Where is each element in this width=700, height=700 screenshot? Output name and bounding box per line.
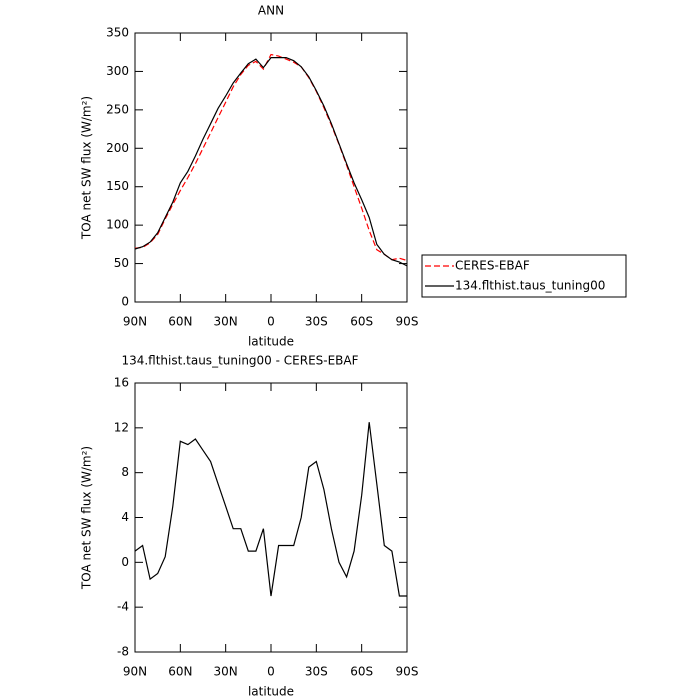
- y-tick-label: -8: [117, 645, 129, 659]
- y-tick-label: 150: [106, 179, 129, 193]
- y-tick-label: 16: [114, 376, 129, 390]
- series-line: [134, 53, 408, 262]
- chart-title: ANN: [258, 4, 284, 18]
- x-tick-label: 30S: [305, 665, 328, 679]
- y-tick-label: 50: [114, 256, 129, 270]
- legend-box: [421, 254, 627, 298]
- x-tick-label: 90S: [396, 315, 419, 329]
- x-tick-label: 30S: [305, 315, 328, 329]
- x-tick-label: 30N: [214, 665, 238, 679]
- x-axis-label: latitude: [248, 685, 294, 699]
- series-line: [134, 57, 408, 267]
- x-tick-label: 90S: [396, 665, 419, 679]
- x-tick-label: 0: [267, 665, 275, 679]
- y-tick-label: 8: [121, 465, 129, 479]
- plot-frame: [134, 32, 408, 303]
- chart-title: 134.flthist.taus_tuning00 - CERES-EBAF: [121, 354, 358, 368]
- legend-label: CERES-EBAF: [455, 259, 530, 273]
- x-axis-label: latitude: [248, 335, 294, 349]
- y-tick-label: 350: [106, 26, 129, 40]
- series-line: [134, 422, 407, 597]
- y-axis-label: TOA net SW flux (W/m²): [80, 96, 94, 240]
- x-tick-label: 90N: [123, 315, 147, 329]
- x-tick-label: 60S: [350, 315, 373, 329]
- y-tick-label: 250: [106, 102, 129, 116]
- plot-frame: [134, 382, 408, 653]
- y-tick-label: 0: [121, 555, 129, 569]
- legend-label: 134.flthist.taus_tuning00: [455, 279, 605, 293]
- x-tick-label: 60N: [168, 315, 192, 329]
- y-axis-label: TOA net SW flux (W/m²): [80, 446, 94, 590]
- y-tick-label: 100: [106, 218, 129, 232]
- x-tick-label: 60S: [350, 665, 373, 679]
- y-tick-label: 0: [121, 295, 129, 309]
- y-tick-label: 12: [114, 420, 129, 434]
- y-tick-label: 300: [106, 64, 129, 78]
- x-tick-label: 30N: [214, 315, 238, 329]
- y-tick-label: 4: [121, 510, 129, 524]
- x-tick-label: 90N: [123, 665, 147, 679]
- x-tick-label: 0: [267, 315, 275, 329]
- y-tick-label: 200: [106, 141, 129, 155]
- y-tick-label: -4: [117, 600, 129, 614]
- x-tick-label: 60N: [168, 665, 192, 679]
